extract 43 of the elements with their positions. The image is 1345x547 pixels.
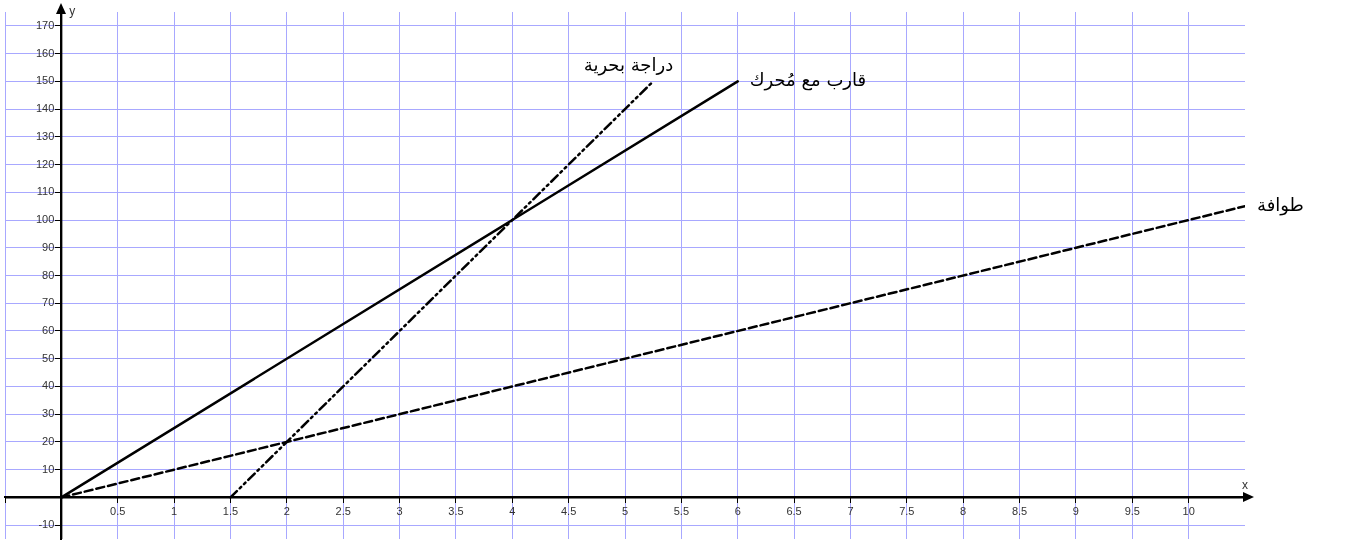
y-tick-label: 20 [42, 434, 55, 447]
x-tick-label: 9 [1072, 505, 1079, 518]
y-tick-label: 60 [42, 324, 55, 336]
x-tick-label: 4 [509, 505, 516, 518]
x-tick-label: 1.5 [222, 505, 239, 518]
x-axis-title: x [1242, 477, 1248, 492]
x-tick-label: 1 [171, 505, 178, 518]
y-tick-label: 110 [36, 185, 55, 198]
x-tick-label: 8.5 [1011, 505, 1028, 518]
x-tick-label: 2 [283, 505, 290, 518]
x-tick-label: 7 [847, 505, 854, 518]
x-tick-label: 8 [960, 505, 967, 518]
x-tick-label: 4.5 [560, 505, 577, 518]
x-tick-label: 3 [396, 505, 403, 518]
y-axis-title: y [69, 4, 76, 19]
y-tick-label: 140 [36, 102, 55, 115]
series-label: قارب مع مُحرك [749, 69, 867, 92]
x-tick-label: 2.5 [335, 505, 351, 518]
y-tick-label: 160 [36, 46, 55, 59]
y-tick-label: 90 [42, 240, 55, 253]
y-tick-label: 70 [42, 296, 55, 309]
x-tick-label: 9.5 [1124, 505, 1140, 518]
x-tick-label: 5 [621, 505, 629, 518]
series-label: دراجة بحرية [583, 54, 674, 77]
x-tick-label: 5.5 [673, 505, 690, 518]
x-tick-label: 3.5 [448, 505, 464, 518]
y-tick-label: 150 [36, 74, 55, 87]
x-tick-label: 10 [1182, 505, 1195, 518]
y-tick-label: 120 [36, 157, 55, 170]
x-tick-label: 6 [734, 505, 741, 518]
y-tick-label: 100 [36, 213, 55, 226]
y-tick-label: 170 [36, 18, 55, 31]
y-tick-label: 80 [42, 268, 55, 281]
y-tick-label: -10 [38, 518, 55, 531]
y-tick-label: 50 [42, 351, 55, 364]
x-tick-label: 6.5 [786, 505, 802, 518]
x-tick-label: 0.5 [110, 505, 126, 518]
y-tick-label: 40 [42, 379, 55, 392]
x-tick-label: 7.5 [899, 505, 915, 518]
y-tick-label: 10 [42, 462, 55, 475]
series-label: طوافة [1257, 193, 1304, 216]
y-tick-label: 30 [42, 407, 55, 420]
y-tick-label: 130 [36, 129, 55, 142]
